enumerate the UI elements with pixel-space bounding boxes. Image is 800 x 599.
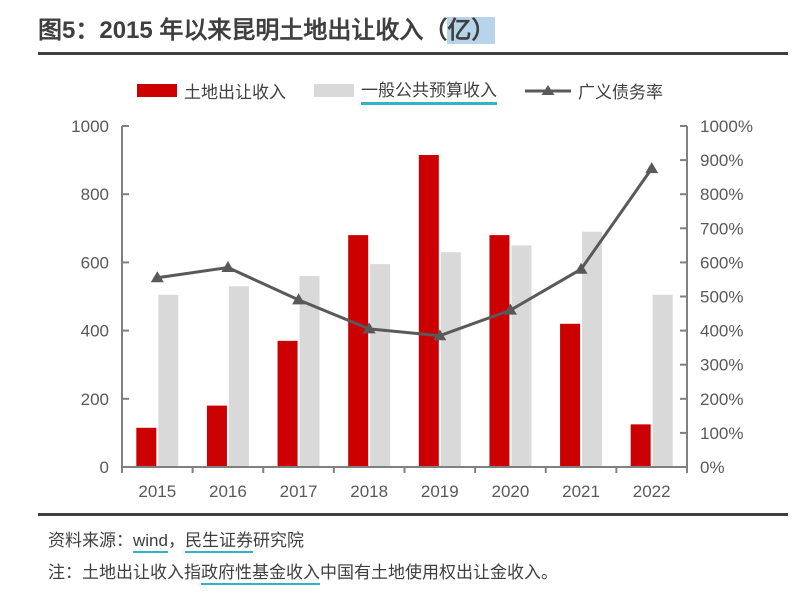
line-marker bbox=[645, 162, 659, 174]
year-label: 2021 bbox=[562, 482, 600, 501]
year-label: 2015 bbox=[138, 482, 176, 501]
right-axis-label: 0% bbox=[700, 458, 725, 477]
bar-land-revenue bbox=[136, 427, 157, 467]
year-label: 2020 bbox=[492, 482, 530, 501]
source-line: 资料来源：wind，民生证券研究院 bbox=[48, 529, 304, 553]
note-link[interactable]: 政府性基金收入 bbox=[201, 563, 320, 585]
bar-budget-revenue bbox=[582, 231, 603, 467]
left-axis-label: 600 bbox=[81, 253, 109, 272]
left-axis-label: 0 bbox=[100, 458, 109, 477]
year-label: 2018 bbox=[350, 482, 388, 501]
line-marker bbox=[574, 262, 588, 274]
figure-title: 图5：2015 年以来昆明土地出让收入（亿） bbox=[38, 16, 795, 46]
right-axis-label: 200% bbox=[700, 390, 743, 409]
red-bar-swatch-icon bbox=[137, 84, 177, 97]
figure-title-text: 图5：2015 年以来昆明土地出让收入（ bbox=[38, 17, 448, 44]
legend-item-debt-ratio: 广义债务率 bbox=[525, 78, 663, 103]
title-divider bbox=[38, 52, 788, 55]
right-axis-label: 500% bbox=[700, 288, 743, 307]
line-marker bbox=[503, 303, 517, 315]
right-axis-label: 300% bbox=[700, 356, 743, 375]
bar-budget-revenue bbox=[440, 252, 461, 467]
legend-label[interactable]: 一般公共预算收入 bbox=[361, 76, 497, 105]
line-marker bbox=[433, 329, 447, 341]
bar-land-revenue bbox=[277, 340, 298, 467]
right-axis-label: 800% bbox=[700, 185, 743, 204]
bar-budget-revenue bbox=[652, 294, 673, 467]
bar-land-revenue bbox=[418, 154, 439, 468]
right-axis-label: 100% bbox=[700, 424, 743, 443]
note-text: 注：土地出让收入指 bbox=[48, 563, 201, 582]
right-axis-label: 900% bbox=[700, 151, 743, 170]
right-axis-label: 400% bbox=[700, 322, 743, 341]
footer-divider bbox=[38, 513, 788, 516]
legend-label: 广义债务率 bbox=[578, 83, 663, 102]
line-marker bbox=[150, 271, 164, 283]
legend-item-budget-revenue: 一般公共预算收入 bbox=[314, 76, 497, 105]
left-axis-label: 200 bbox=[81, 390, 109, 409]
source-link[interactable]: 民生证券 bbox=[184, 531, 253, 553]
legend-label: 土地出让收入 bbox=[184, 83, 286, 102]
bar-land-revenue bbox=[489, 235, 510, 467]
bar-budget-revenue bbox=[228, 286, 249, 467]
legend-item-land-revenue: 土地出让收入 bbox=[137, 78, 286, 103]
year-label: 2022 bbox=[633, 482, 671, 501]
year-label: 2017 bbox=[280, 482, 318, 501]
figure-title-highlighted-text: 亿） bbox=[447, 17, 496, 44]
note-text: 中国有土地使用权出让金收入。 bbox=[320, 563, 558, 582]
source-text: 资料来源： bbox=[48, 531, 133, 550]
left-axis-label: 400 bbox=[81, 322, 109, 341]
chart-canvas: 0 200 400 600 800 1000 0% 100% 200% 300% 400% 500% 6… bbox=[71, 117, 753, 501]
source-link[interactable]: wind bbox=[133, 531, 168, 553]
bar-budget-revenue bbox=[158, 294, 179, 467]
line-triangle-swatch-icon bbox=[525, 84, 571, 95]
right-axis-label: 700% bbox=[700, 219, 743, 238]
debt-ratio-line bbox=[157, 167, 653, 338]
right-axis-label: 1000% bbox=[700, 117, 753, 136]
gray-bar-swatch-icon bbox=[314, 84, 354, 97]
year-label: 2019 bbox=[421, 482, 459, 501]
note-line: 注：土地出让收入指政府性基金收入中国有土地使用权出让金收入。 bbox=[48, 561, 558, 585]
source-text: ， bbox=[167, 531, 185, 550]
bar-land-revenue bbox=[348, 235, 369, 467]
bar-land-revenue bbox=[630, 424, 651, 467]
right-axis-label: 600% bbox=[700, 253, 743, 272]
source-text: 研究院 bbox=[252, 531, 304, 550]
bar-budget-revenue bbox=[370, 264, 391, 467]
left-axis-label: 800 bbox=[81, 185, 109, 204]
year-label: 2016 bbox=[209, 482, 247, 501]
bar-budget-revenue bbox=[299, 276, 320, 467]
bar-land-revenue bbox=[560, 323, 581, 467]
bar-budget-revenue bbox=[511, 245, 532, 467]
bar-land-revenue bbox=[206, 405, 227, 467]
line-marker bbox=[221, 261, 235, 273]
chart-legend: 土地出让收入 一般公共预算收入 广义债务率 bbox=[0, 76, 800, 105]
line-marker bbox=[292, 293, 306, 305]
left-axis-label: 1000 bbox=[71, 117, 109, 136]
line-marker bbox=[362, 322, 376, 334]
